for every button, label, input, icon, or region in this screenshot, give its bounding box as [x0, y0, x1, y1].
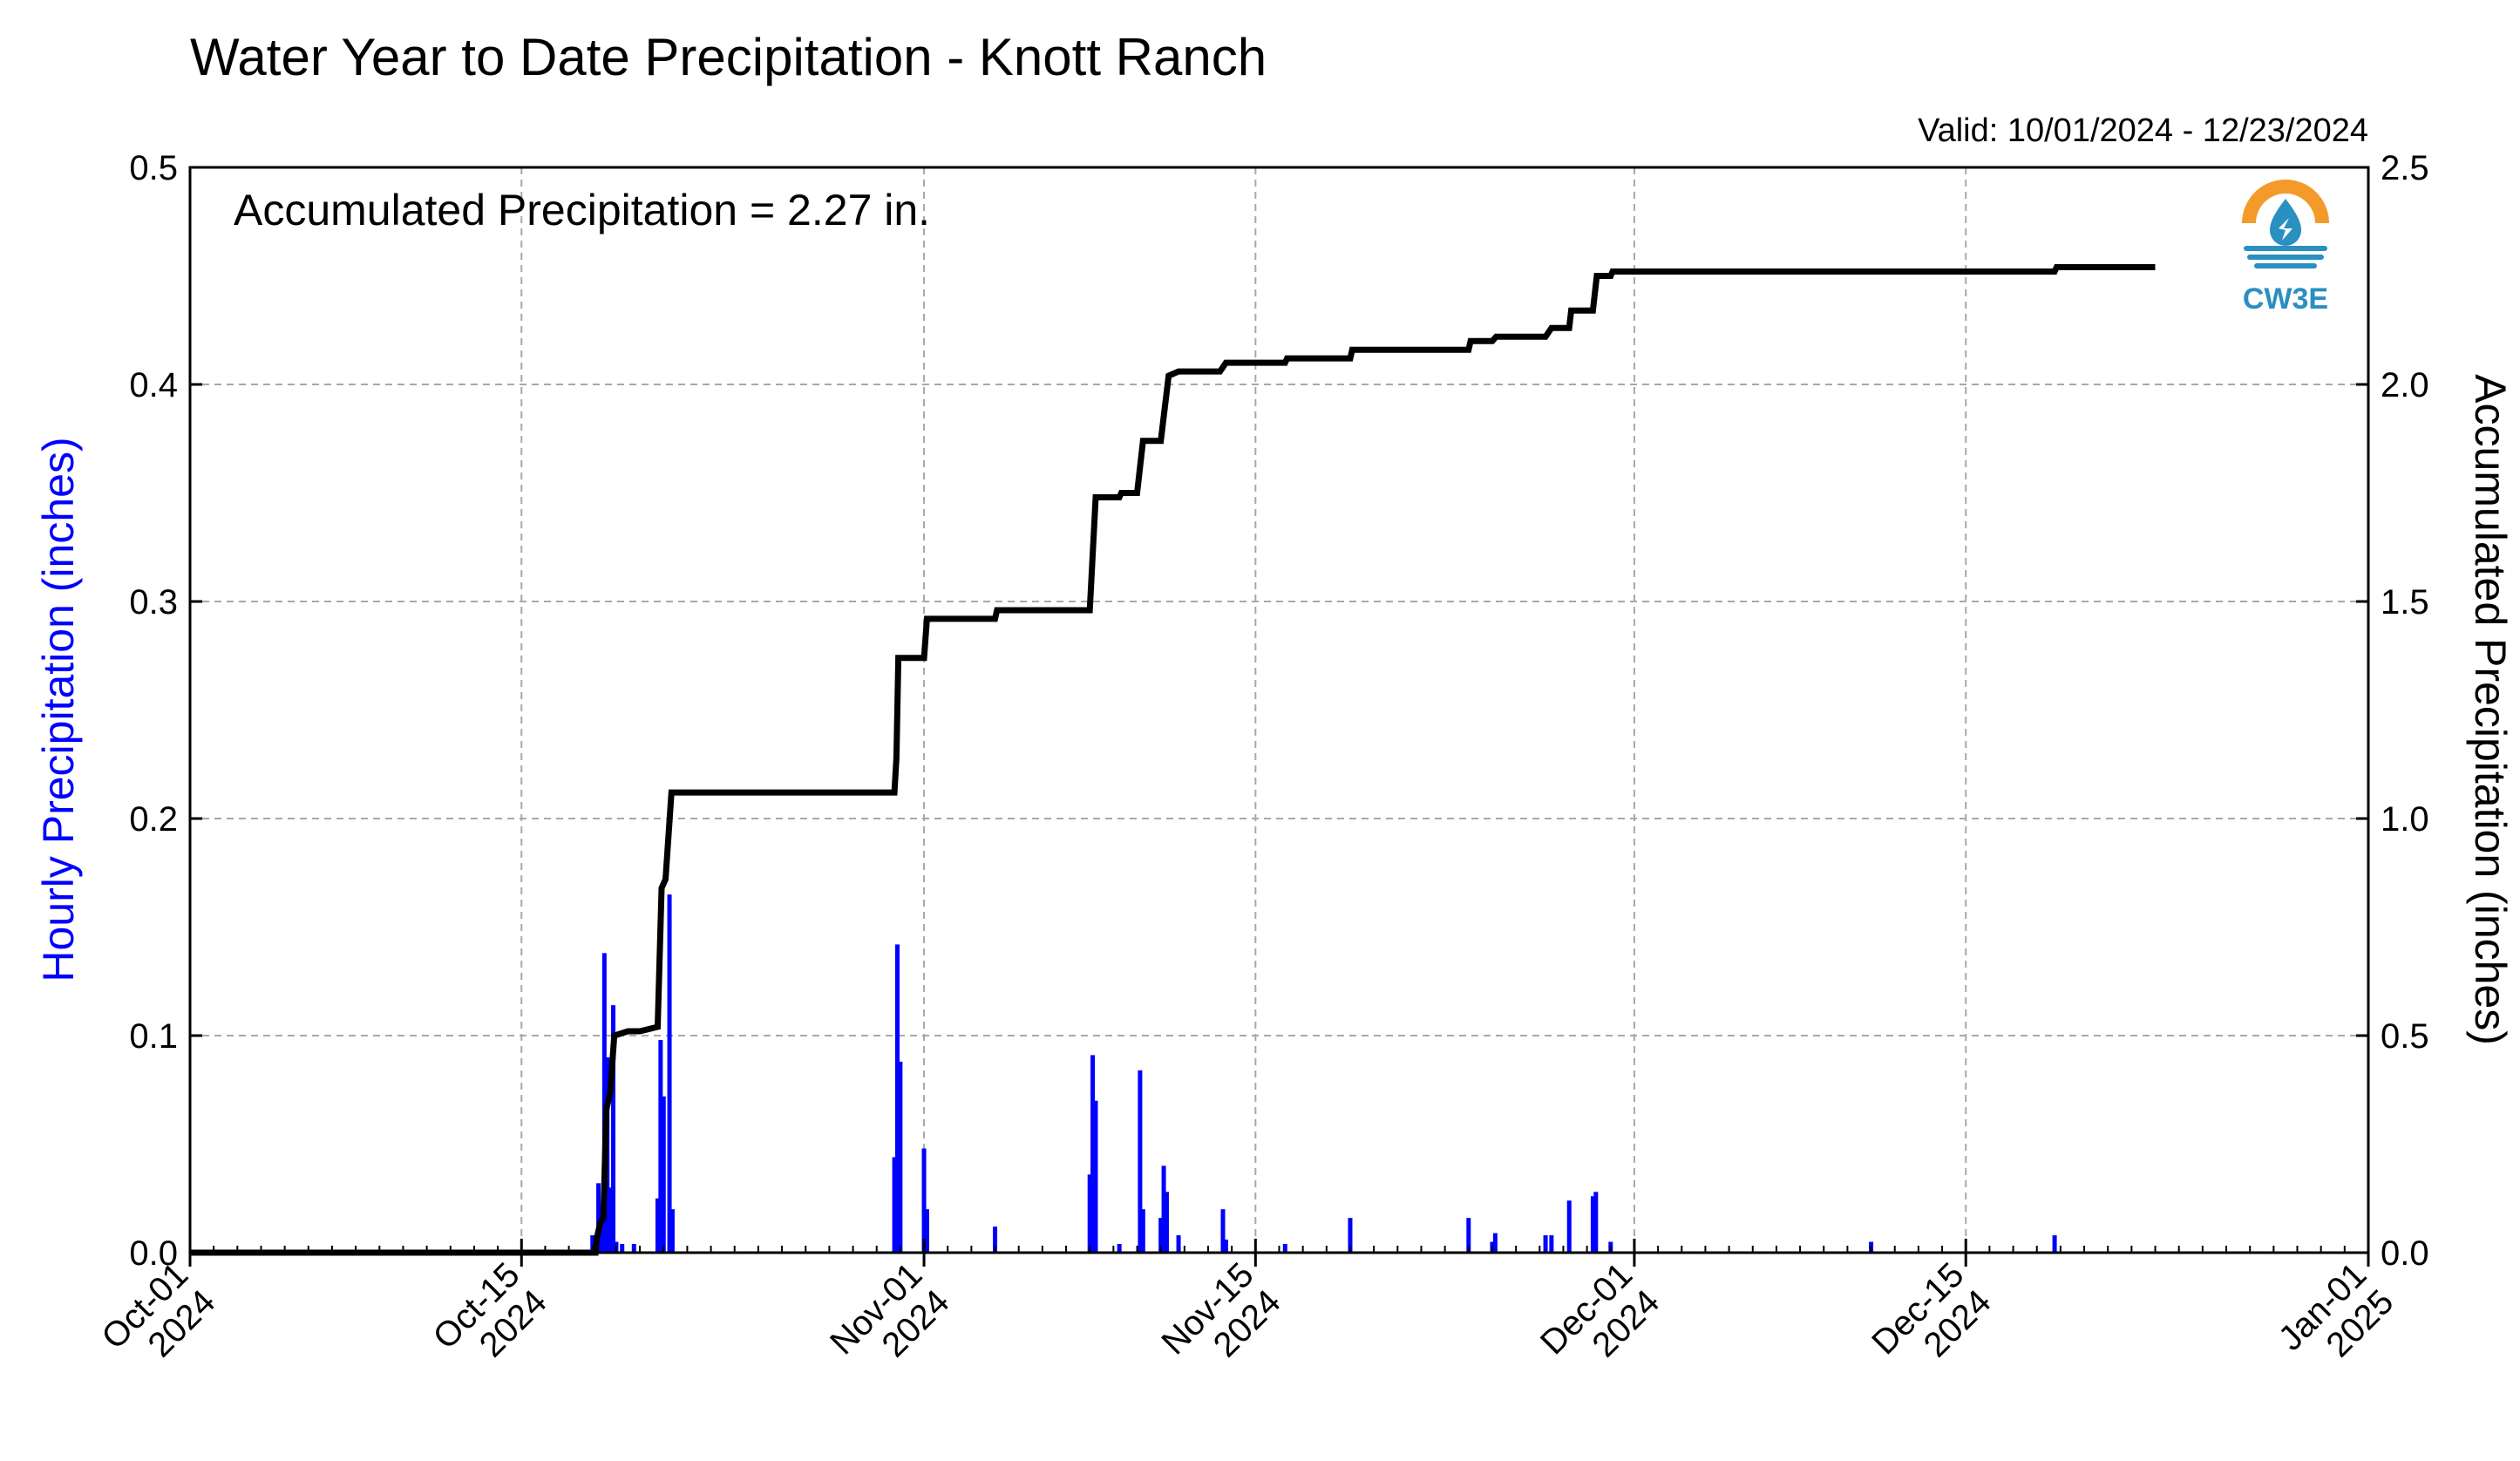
hourly-bar [1117, 1244, 1122, 1253]
hourly-bar [1090, 1055, 1096, 1253]
hourly-bar [892, 1157, 897, 1253]
hourly-bar [921, 1148, 927, 1253]
plot-frame [188, 166, 2370, 1254]
hourly-bar [993, 1227, 998, 1253]
y-tick-label: 0.1 [129, 1017, 178, 1056]
hourly-bar [1282, 1244, 1287, 1253]
hourly-bar [1543, 1235, 1548, 1253]
y2-tick-label: 0.0 [2381, 1234, 2429, 1273]
hourly-bar [1176, 1235, 1181, 1253]
chart-title: Water Year to Date Precipitation - Knott… [190, 28, 1267, 86]
hourly-bar [596, 1183, 601, 1253]
accumulated-annotation: Accumulated Precipitation = 2.27 in. [234, 186, 930, 234]
hourly-bar [1549, 1235, 1554, 1253]
y-tick-label: 0.5 [129, 149, 178, 187]
hourly-bar [608, 1187, 613, 1253]
hourly-bar [2052, 1235, 2057, 1253]
y2-tick-label: 1.5 [2381, 583, 2429, 622]
hourly-bar [1223, 1240, 1228, 1253]
y2-tick-label: 2.0 [2381, 366, 2429, 404]
hourly-bar [631, 1244, 636, 1253]
hourly-bar [1138, 1070, 1143, 1253]
hourly-bar [661, 1096, 666, 1253]
logo-text: CW3E [2243, 282, 2328, 316]
hourly-bar [667, 894, 672, 1253]
hourly-bar [620, 1244, 625, 1253]
y-tick-label: 0.2 [129, 800, 178, 839]
right-y-axis: 0.0 0.5 1.0 1.5 2.0 2.5 [2356, 149, 2429, 1273]
hourly-bar [1566, 1200, 1572, 1253]
hourly-bar [924, 1209, 929, 1253]
hourly-bar [590, 1235, 595, 1253]
hourly-bar [1158, 1218, 1164, 1253]
hourly-bar [1593, 1192, 1599, 1253]
hourly-bars [590, 894, 2057, 1253]
accumulated-line [190, 264, 2156, 1256]
y2-tick-label: 2.5 [2381, 149, 2429, 187]
hourly-bar [1492, 1233, 1498, 1253]
valid-date-range: Valid: 10/01/2024 - 12/23/2024 [1918, 112, 2368, 149]
hourly-bar [599, 1227, 604, 1253]
hourly-bar [1087, 1174, 1092, 1253]
hourly-bar [1164, 1192, 1169, 1253]
hourly-bar [658, 1039, 663, 1253]
y-tick-label: 0.0 [129, 1234, 178, 1273]
y2-tick-label: 0.5 [2381, 1017, 2429, 1056]
hourly-bar [1590, 1196, 1595, 1253]
hourly-bar [611, 1005, 616, 1253]
hourly-bar [1093, 1100, 1098, 1253]
y2-tick-label: 1.0 [2381, 800, 2429, 839]
right-y-axis-label: Accumulated Precipitation (inches) [2466, 374, 2515, 1045]
hourly-bar [1466, 1218, 1471, 1253]
hourly-bar [669, 1209, 675, 1253]
hourly-bar [1348, 1218, 1353, 1253]
grid-lines [190, 167, 2368, 1253]
hourly-bar [601, 953, 607, 1253]
cw3e-logo: CW3E [2237, 180, 2334, 316]
hourly-bar [1161, 1165, 1166, 1253]
hourly-bar [1220, 1209, 1226, 1253]
hourly-bar [655, 1198, 660, 1253]
hourly-bar [898, 1061, 903, 1253]
left-y-axis: 0.0 0.1 0.2 0.3 0.4 0.5 [129, 149, 202, 1273]
y-tick-label: 0.3 [129, 583, 178, 622]
y-tick-label: 0.4 [129, 366, 178, 404]
left-y-axis-label: Hourly Precipitation (inches) [34, 437, 83, 982]
hourly-bar [894, 944, 900, 1253]
hourly-bar [1140, 1209, 1145, 1253]
